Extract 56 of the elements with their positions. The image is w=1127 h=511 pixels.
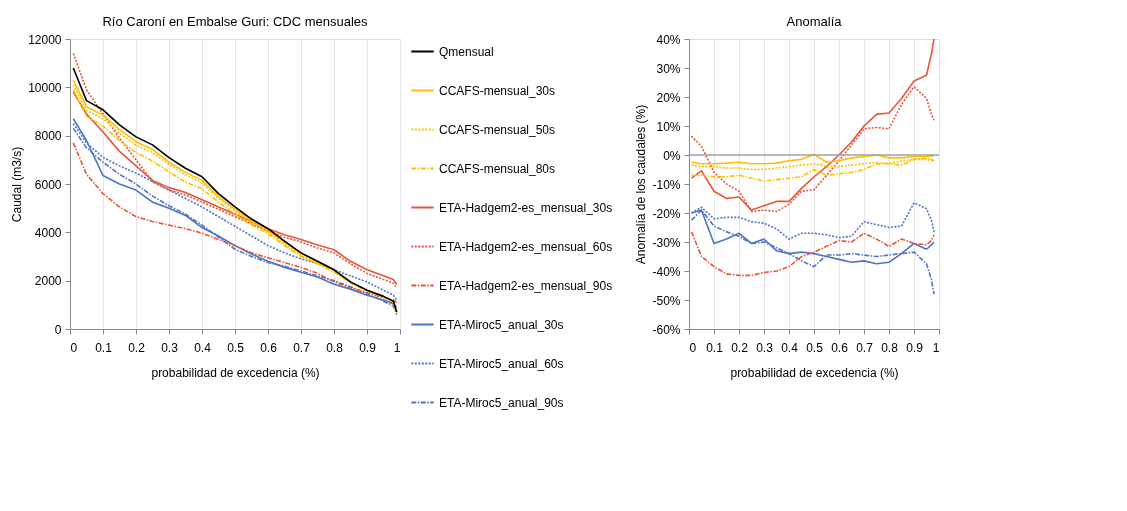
y-axis-title: Anomalía de los caudales (%) <box>634 104 649 265</box>
y-tick-label: -40% <box>652 264 681 279</box>
x-tick-label: 0.3 <box>756 340 774 355</box>
x-tick-label: 0.1 <box>706 340 724 355</box>
y-tick-label: -60% <box>652 322 681 337</box>
legend-label: ETA-Hadgem2-es_mensual_90s <box>439 278 613 293</box>
y-tick-label: 0% <box>663 148 681 163</box>
y-tick-label: 10% <box>656 119 681 134</box>
x-tick-label: 1 <box>932 340 940 355</box>
y-tick-label: -10% <box>652 177 681 192</box>
y-tick-label: 4000 <box>34 225 62 240</box>
x-tick-label: 0.2 <box>128 340 146 355</box>
y-tick-label: -50% <box>652 293 681 308</box>
y-tick-label: 0 <box>54 322 62 337</box>
x-tick-label: 0.6 <box>260 340 278 355</box>
legend-label: CCAFS-mensual_30s <box>439 83 556 98</box>
chart-title: Río Caroní en Embalse Guri: CDC mensuales <box>102 14 369 29</box>
x-tick-label: 0.9 <box>359 340 377 355</box>
x-tick-label: 0.8 <box>881 340 899 355</box>
x-axis-title: probabilidad de excedencia (%) <box>151 365 320 380</box>
y-tick-label: 8000 <box>34 129 62 144</box>
x-tick-label: 1 <box>393 340 401 355</box>
y-tick-label: 6000 <box>34 177 62 192</box>
y-tick-label: 12000 <box>28 32 62 47</box>
chart-title: Anomalía <box>786 14 843 29</box>
legend-label: CCAFS-mensual_50s <box>439 122 556 137</box>
legend-label: ETA-Miroc5_anual_60s <box>439 356 564 371</box>
y-tick-label: -30% <box>652 235 681 250</box>
y-tick-label: -20% <box>652 206 681 221</box>
x-tick-label: 0.1 <box>95 340 113 355</box>
x-tick-label: 0.2 <box>731 340 749 355</box>
x-tick-label: 0 <box>70 340 78 355</box>
x-tick-label: 0.7 <box>856 340 874 355</box>
y-tick-label: 10000 <box>28 80 62 95</box>
x-tick-label: 0.4 <box>781 340 799 355</box>
y-tick-label: 2000 <box>34 274 62 289</box>
legend-label: ETA-Hadgem2-es_mensual_30s <box>439 200 613 215</box>
x-tick-label: 0.4 <box>194 340 212 355</box>
x-tick-label: 0 <box>689 340 697 355</box>
legend-label: Qmensual <box>439 44 494 59</box>
x-tick-label: 0.3 <box>161 340 179 355</box>
y-tick-label: 20% <box>656 90 681 105</box>
y-axis-title: Caudal (m3/s) <box>10 146 25 223</box>
x-tick-label: 0.6 <box>831 340 849 355</box>
x-tick-label: 0.5 <box>227 340 245 355</box>
legend-label: CCAFS-mensual_80s <box>439 161 556 176</box>
x-tick-label: 0.9 <box>906 340 924 355</box>
x-axis-title: probabilidad de excedencia (%) <box>730 365 899 380</box>
y-tick-label: 30% <box>656 61 681 76</box>
x-tick-label: 0.8 <box>326 340 344 355</box>
x-tick-label: 0.5 <box>806 340 824 355</box>
legend-label: ETA-Miroc5_anual_30s <box>439 317 564 332</box>
x-tick-label: 0.7 <box>293 340 311 355</box>
y-tick-label: 40% <box>656 32 681 47</box>
legend-label: ETA-Hadgem2-es_mensual_60s <box>439 239 613 254</box>
legend-label: ETA-Miroc5_anual_90s <box>439 395 564 410</box>
